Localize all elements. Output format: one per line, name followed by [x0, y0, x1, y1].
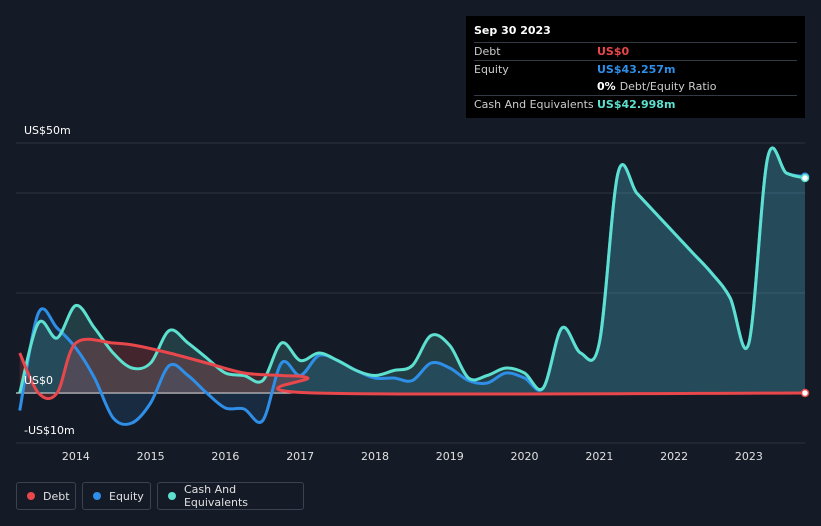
cash-and-equivalents-end-marker	[800, 173, 810, 183]
chart-areas	[19, 147, 805, 425]
x-tick-label: 2015	[137, 450, 165, 463]
tooltip-date: Sep 30 2023	[474, 24, 551, 37]
tooltip-equity-label: Equity	[474, 63, 509, 76]
tooltip-debt-label: Debt	[474, 45, 501, 58]
legend-cash[interactable]: Cash And Equivalents	[157, 482, 304, 510]
tooltip-ratio-label	[474, 78, 597, 95]
cash-and-equivalents-area	[19, 147, 805, 393]
tooltip-equity-value: US$43.257m	[597, 63, 676, 76]
tooltip-row-ratio: 0% Debt/Equity Ratio	[474, 78, 797, 95]
x-tick-label: 2014	[62, 450, 90, 463]
y-axis-tick-labels: US$50m US$0 -US$10m	[24, 124, 75, 437]
tooltip-row-equity: Equity US$43.257m	[474, 60, 797, 78]
tooltip-ratio-value: 0%	[597, 80, 616, 93]
x-axis-tick-labels: 2014 2015 2016 2017 2018 2019 2020 2021 2022 2023	[62, 450, 763, 463]
legend-equity-dot	[93, 492, 101, 500]
x-tick-label: 2020	[511, 450, 539, 463]
x-tick-label: 2022	[660, 450, 688, 463]
y-tick-label: US$50m	[24, 124, 71, 137]
tooltip-row-cash: Cash And Equivalents US$42.998m	[474, 95, 797, 113]
cash-and-equivalents-line	[18, 146, 806, 394]
tooltip-cash-label: Cash And Equivalents	[474, 98, 594, 111]
legend-equity-label: Equity	[109, 489, 144, 503]
legend-cash-dot	[168, 492, 176, 500]
debt-line	[18, 337, 806, 401]
equity-area	[19, 147, 805, 425]
legend-debt[interactable]: Debt	[16, 482, 76, 510]
debt-area	[19, 339, 805, 399]
x-tick-label: 2021	[585, 450, 613, 463]
x-tick-label: 2017	[286, 450, 314, 463]
y-tick-label: US$0	[24, 374, 53, 387]
debt-end-marker	[800, 388, 810, 398]
legend-cash-label: Cash And Equivalents	[183, 483, 249, 509]
x-tick-label: 2016	[211, 450, 239, 463]
x-tick-label: 2018	[361, 450, 389, 463]
chart-end-markers	[800, 172, 810, 398]
x-tick-label: 2023	[735, 450, 763, 463]
y-tick-label: -US$10m	[24, 424, 75, 437]
tooltip-cash-value: US$42.998m	[597, 98, 676, 111]
legend-debt-dot	[27, 492, 35, 500]
tooltip-ratio-sub: Debt/Equity Ratio	[619, 80, 717, 93]
chart-lines	[18, 146, 806, 426]
tooltip-row-debt: Debt US$0	[474, 42, 797, 60]
legend-debt-label: Debt	[43, 489, 70, 503]
chart-tooltip: Sep 30 2023 Debt US$0 Equity US$43.257m …	[466, 16, 805, 118]
legend-equity[interactable]: Equity	[82, 482, 151, 510]
tooltip-debt-value: US$0	[597, 45, 630, 58]
x-tick-label: 2019	[436, 450, 464, 463]
